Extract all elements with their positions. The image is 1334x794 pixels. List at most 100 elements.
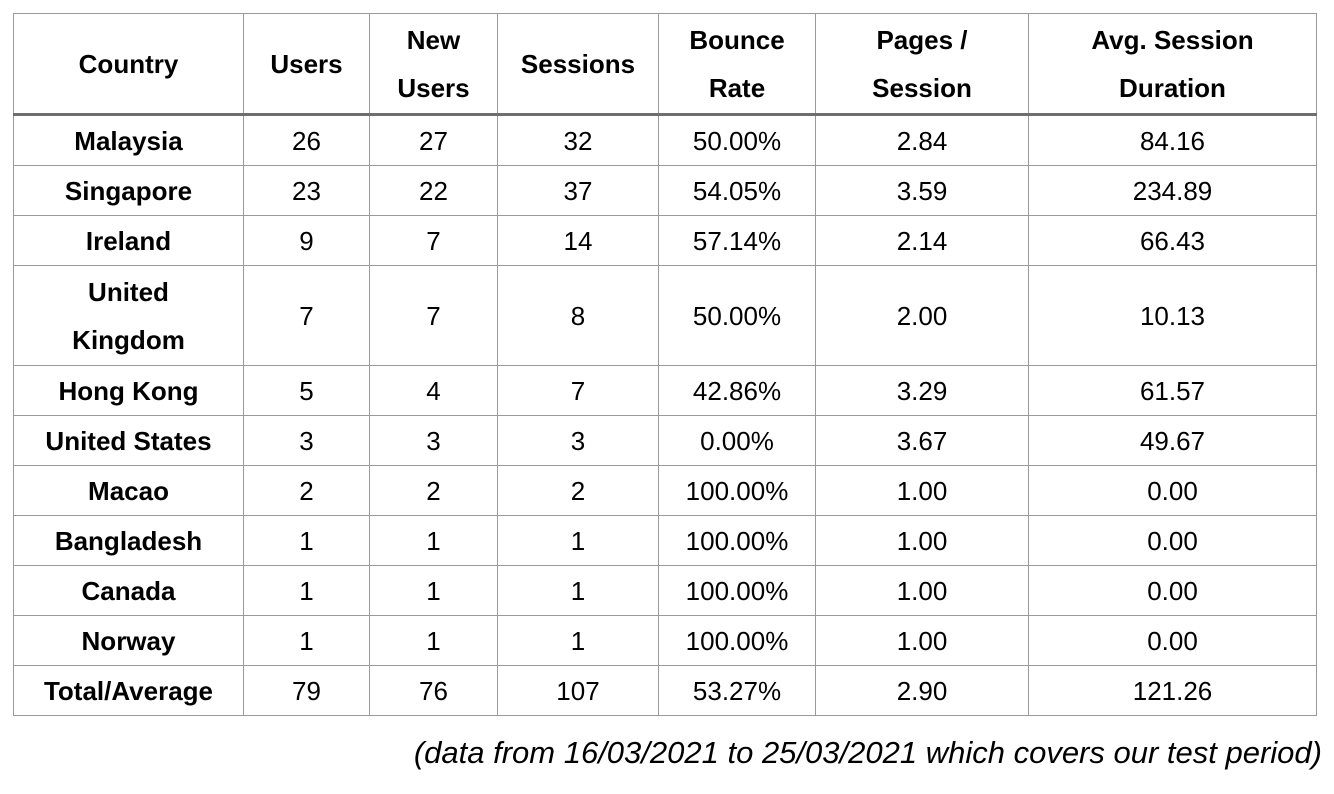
cell-bounce-rate: 100.00% xyxy=(658,465,816,516)
country-stats-table: Country Users New Users Sessions Bounce … xyxy=(13,13,1317,716)
cell-new-users: 7 xyxy=(369,265,498,366)
table-row: Hong Kong 5 4 7 42.86% 3.29 61.57 xyxy=(13,365,1317,416)
table-row: Ireland 9 7 14 57.14% 2.14 66.43 xyxy=(13,215,1317,266)
cell-avg-session-duration: 234.89 xyxy=(1028,165,1317,216)
cell-bounce-rate: 50.00% xyxy=(658,265,816,366)
table-row: Norway 1 1 1 100.00% 1.00 0.00 xyxy=(13,615,1317,666)
cell-new-users: 27 xyxy=(369,114,498,166)
cell-users: 7 xyxy=(243,265,370,366)
cell-bounce-rate: 100.00% xyxy=(658,615,816,666)
cell-avg-session-duration: 0.00 xyxy=(1028,565,1317,616)
cell-sessions: 3 xyxy=(497,415,659,466)
cell-users: 5 xyxy=(243,365,370,416)
cell-country: Total/Average xyxy=(13,665,244,716)
table-row: Macao 2 2 2 100.00% 1.00 0.00 xyxy=(13,465,1317,516)
cell-new-users: 2 xyxy=(369,465,498,516)
cell-country: Norway xyxy=(13,615,244,666)
cell-country: Hong Kong xyxy=(13,365,244,416)
header-pages-per-session: Pages / Session xyxy=(815,13,1029,116)
cell-country: Ireland xyxy=(13,215,244,266)
table-row: Singapore 23 22 37 54.05% 3.59 234.89 xyxy=(13,165,1317,216)
date-range-caption: (data from 16/03/2021 to 25/03/2021 whic… xyxy=(413,735,1322,770)
table-row: United Kingdom 7 7 8 50.00% 2.00 10.13 xyxy=(13,265,1317,366)
cell-sessions: 14 xyxy=(497,215,659,266)
cell-new-users: 22 xyxy=(369,165,498,216)
table-header-row: Country Users New Users Sessions Bounce … xyxy=(13,13,1317,116)
header-country: Country xyxy=(13,13,244,116)
cell-pages-per-session: 2.90 xyxy=(815,665,1029,716)
cell-pages-per-session: 1.00 xyxy=(815,615,1029,666)
cell-pages-per-session: 3.67 xyxy=(815,415,1029,466)
cell-bounce-rate: 100.00% xyxy=(658,515,816,566)
cell-sessions: 7 xyxy=(497,365,659,416)
cell-avg-session-duration: 0.00 xyxy=(1028,515,1317,566)
cell-pages-per-session: 2.14 xyxy=(815,215,1029,266)
cell-pages-per-session: 1.00 xyxy=(815,515,1029,566)
cell-pages-per-session: 1.00 xyxy=(815,465,1029,516)
cell-new-users: 1 xyxy=(369,565,498,616)
cell-sessions: 1 xyxy=(497,615,659,666)
cell-sessions: 1 xyxy=(497,515,659,566)
cell-avg-session-duration: 0.00 xyxy=(1028,465,1317,516)
cell-sessions: 8 xyxy=(497,265,659,366)
cell-pages-per-session: 2.00 xyxy=(815,265,1029,366)
cell-users: 23 xyxy=(243,165,370,216)
cell-pages-per-session: 3.59 xyxy=(815,165,1029,216)
cell-avg-session-duration: 84.16 xyxy=(1028,114,1317,166)
cell-users: 2 xyxy=(243,465,370,516)
cell-users: 1 xyxy=(243,515,370,566)
cell-avg-session-duration: 10.13 xyxy=(1028,265,1317,366)
analytics-table-container: Country Users New Users Sessions Bounce … xyxy=(13,13,1317,716)
cell-sessions: 1 xyxy=(497,565,659,616)
cell-country: Canada xyxy=(13,565,244,616)
header-users: Users xyxy=(243,13,370,116)
cell-new-users: 7 xyxy=(369,215,498,266)
cell-users: 26 xyxy=(243,114,370,166)
cell-new-users: 4 xyxy=(369,365,498,416)
cell-new-users: 3 xyxy=(369,415,498,466)
cell-new-users: 1 xyxy=(369,615,498,666)
header-bounce-rate: Bounce Rate xyxy=(658,13,816,116)
cell-bounce-rate: 100.00% xyxy=(658,565,816,616)
cell-sessions: 107 xyxy=(497,665,659,716)
cell-users: 9 xyxy=(243,215,370,266)
table-row: United States 3 3 3 0.00% 3.67 49.67 xyxy=(13,415,1317,466)
cell-sessions: 2 xyxy=(497,465,659,516)
cell-bounce-rate: 53.27% xyxy=(658,665,816,716)
cell-bounce-rate: 50.00% xyxy=(658,114,816,166)
cell-bounce-rate: 0.00% xyxy=(658,415,816,466)
cell-new-users: 1 xyxy=(369,515,498,566)
table-row: Canada 1 1 1 100.00% 1.00 0.00 xyxy=(13,565,1317,616)
cell-sessions: 32 xyxy=(497,114,659,166)
cell-bounce-rate: 54.05% xyxy=(658,165,816,216)
table-row: Malaysia 26 27 32 50.00% 2.84 84.16 xyxy=(13,114,1317,166)
cell-sessions: 37 xyxy=(497,165,659,216)
header-sessions: Sessions xyxy=(497,13,659,116)
cell-pages-per-session: 1.00 xyxy=(815,565,1029,616)
cell-bounce-rate: 42.86% xyxy=(658,365,816,416)
table-row: Total/Average 79 76 107 53.27% 2.90 121.26 xyxy=(13,665,1317,716)
cell-pages-per-session: 2.84 xyxy=(815,114,1029,166)
header-avg-session-duration: Avg. Session Duration xyxy=(1028,13,1317,116)
table-body: Malaysia 26 27 32 50.00% 2.84 84.16 Singapore 23… xyxy=(13,114,1317,716)
cell-bounce-rate: 57.14% xyxy=(658,215,816,266)
cell-country: Malaysia xyxy=(13,114,244,166)
cell-country: Macao xyxy=(13,465,244,516)
cell-new-users: 76 xyxy=(369,665,498,716)
cell-avg-session-duration: 66.43 xyxy=(1028,215,1317,266)
cell-avg-session-duration: 0.00 xyxy=(1028,615,1317,666)
cell-avg-session-duration: 121.26 xyxy=(1028,665,1317,716)
cell-avg-session-duration: 49.67 xyxy=(1028,415,1317,466)
cell-country: United States xyxy=(13,415,244,466)
cell-users: 3 xyxy=(243,415,370,466)
cell-pages-per-session: 3.29 xyxy=(815,365,1029,416)
cell-users: 1 xyxy=(243,565,370,616)
cell-country: United Kingdom xyxy=(13,265,244,366)
cell-users: 79 xyxy=(243,665,370,716)
cell-avg-session-duration: 61.57 xyxy=(1028,365,1317,416)
cell-users: 1 xyxy=(243,615,370,666)
table-row: Bangladesh 1 1 1 100.00% 1.00 0.00 xyxy=(13,515,1317,566)
header-new-users: New Users xyxy=(369,13,498,116)
cell-country: Bangladesh xyxy=(13,515,244,566)
cell-country: Singapore xyxy=(13,165,244,216)
